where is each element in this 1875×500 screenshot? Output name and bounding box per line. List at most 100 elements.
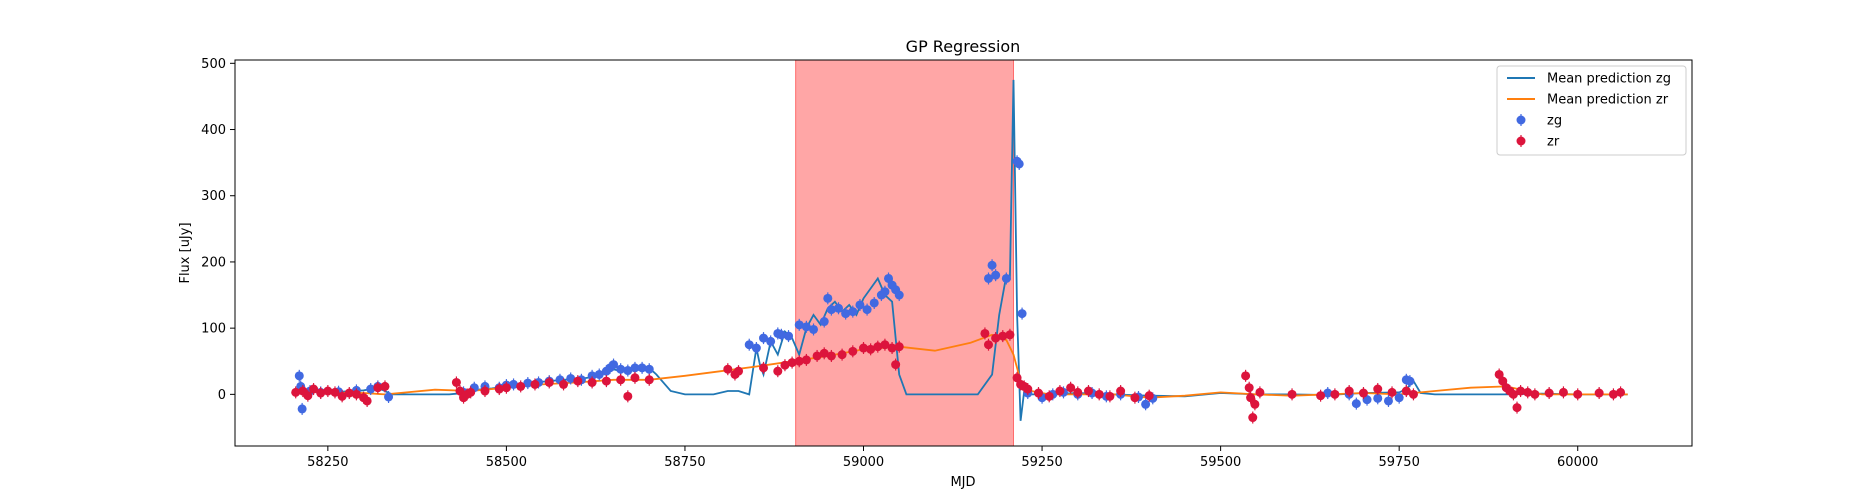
data-point-zr xyxy=(344,388,354,398)
data-point-zg xyxy=(566,373,576,383)
data-point-zg xyxy=(366,384,376,394)
data-point-zr xyxy=(894,342,904,352)
data-point-zg xyxy=(766,336,776,346)
data-point-zr xyxy=(794,356,804,366)
legend-label: zg xyxy=(1547,114,1562,129)
data-point-zr xyxy=(1523,387,1533,397)
y-tick-label: 100 xyxy=(201,322,226,337)
data-point-zr xyxy=(1530,389,1540,399)
data-point-zg xyxy=(523,378,533,388)
data-point-zr xyxy=(866,344,876,354)
data-point-zg xyxy=(1383,396,1393,406)
data-point-zg xyxy=(884,273,894,283)
data-point-zr xyxy=(616,375,626,385)
data-point-zr xyxy=(1373,384,1383,394)
data-point-zg xyxy=(983,273,993,283)
x-tick-label: 58750 xyxy=(664,455,705,470)
data-point-zr xyxy=(983,340,993,350)
data-point-zg xyxy=(894,290,904,300)
data-point-zr xyxy=(1033,388,1043,398)
data-point-zr xyxy=(1066,383,1076,393)
data-point-zr xyxy=(1516,386,1526,396)
data-point-zr xyxy=(991,333,1001,343)
data-point-zg xyxy=(1017,309,1027,319)
data-point-zr xyxy=(1044,391,1054,401)
data-point-zr xyxy=(1594,388,1604,398)
data-point-zg xyxy=(644,364,654,374)
data-point-zr xyxy=(1094,389,1104,399)
data-point-zr xyxy=(1344,386,1354,396)
data-point-zg xyxy=(1141,399,1151,409)
data-point-zg xyxy=(834,303,844,313)
data-point-zr xyxy=(848,346,858,356)
data-point-zg xyxy=(991,270,1001,280)
legend-label: Mean prediction zr xyxy=(1547,93,1669,108)
data-point-zg xyxy=(826,305,836,315)
data-point-zr xyxy=(1616,387,1626,397)
y-axis-ticks: 0 100 200 300 400 500 xyxy=(201,57,235,403)
data-point-zg xyxy=(294,371,304,381)
data-point-zr xyxy=(837,350,847,360)
data-point-zr xyxy=(380,381,390,391)
data-point-zr xyxy=(1130,393,1140,403)
data-point-zr xyxy=(787,358,797,368)
data-point-zr xyxy=(455,386,465,396)
data-point-zr xyxy=(644,375,654,385)
y-tick-label: 400 xyxy=(201,123,226,138)
data-point-zr xyxy=(980,328,990,338)
data-point-zr xyxy=(1023,384,1033,394)
data-point-zr xyxy=(1608,389,1618,399)
data-point-zg xyxy=(616,364,626,374)
data-point-zr xyxy=(773,366,783,376)
data-point-zr xyxy=(1287,389,1297,399)
data-point-zr xyxy=(812,351,822,361)
data-point-zr xyxy=(1401,386,1411,396)
data-point-zr xyxy=(1316,391,1326,401)
data-point-zr xyxy=(1244,383,1254,393)
data-point-zr xyxy=(309,384,319,394)
data-point-zr xyxy=(1241,371,1251,381)
data-point-zg xyxy=(623,366,633,376)
y-tick-label: 0 xyxy=(218,388,226,403)
data-point-zg xyxy=(1405,376,1415,386)
legend-marker-zr xyxy=(1516,136,1526,146)
y-tick-label: 500 xyxy=(201,57,226,72)
data-point-zg xyxy=(869,298,879,308)
data-point-zr xyxy=(1387,387,1397,397)
data-point-zr xyxy=(466,387,476,397)
data-point-zr xyxy=(451,377,461,387)
data-point-zg xyxy=(759,333,769,343)
data-point-zr xyxy=(780,360,790,370)
x-tick-label: 58500 xyxy=(486,455,527,470)
data-point-zg xyxy=(1351,399,1361,409)
data-point-zg xyxy=(880,287,890,297)
data-point-zg xyxy=(862,305,872,315)
plot-frame xyxy=(234,59,1693,447)
data-point-zr xyxy=(1255,387,1265,397)
legend-label: Mean prediction zg xyxy=(1547,72,1671,87)
data-point-zr xyxy=(998,331,1008,341)
data-point-zg xyxy=(784,331,794,341)
data-point-zg xyxy=(1394,393,1404,403)
data-point-zg xyxy=(751,343,761,353)
shaded-region xyxy=(795,59,1014,447)
data-point-zr xyxy=(601,376,611,386)
data-point-zg xyxy=(848,307,858,317)
data-point-zr xyxy=(1073,387,1083,397)
data-point-zr xyxy=(480,386,490,396)
data-point-zg xyxy=(1373,393,1383,403)
data-point-zg xyxy=(1001,273,1011,283)
data-point-zg xyxy=(776,330,786,340)
data-point-zg xyxy=(297,404,307,414)
data-point-zr xyxy=(1246,393,1256,403)
data-point-zr xyxy=(544,377,554,387)
data-point-zg xyxy=(855,300,865,310)
data-point-zr xyxy=(530,379,540,389)
data-point-zr xyxy=(501,383,511,393)
x-tick-label: 59500 xyxy=(1200,455,1241,470)
data-point-zg xyxy=(609,360,619,370)
data-point-zr xyxy=(1544,388,1554,398)
data-point-zr xyxy=(1105,391,1115,401)
data-point-zr xyxy=(873,342,883,352)
data-point-zr xyxy=(373,383,383,393)
